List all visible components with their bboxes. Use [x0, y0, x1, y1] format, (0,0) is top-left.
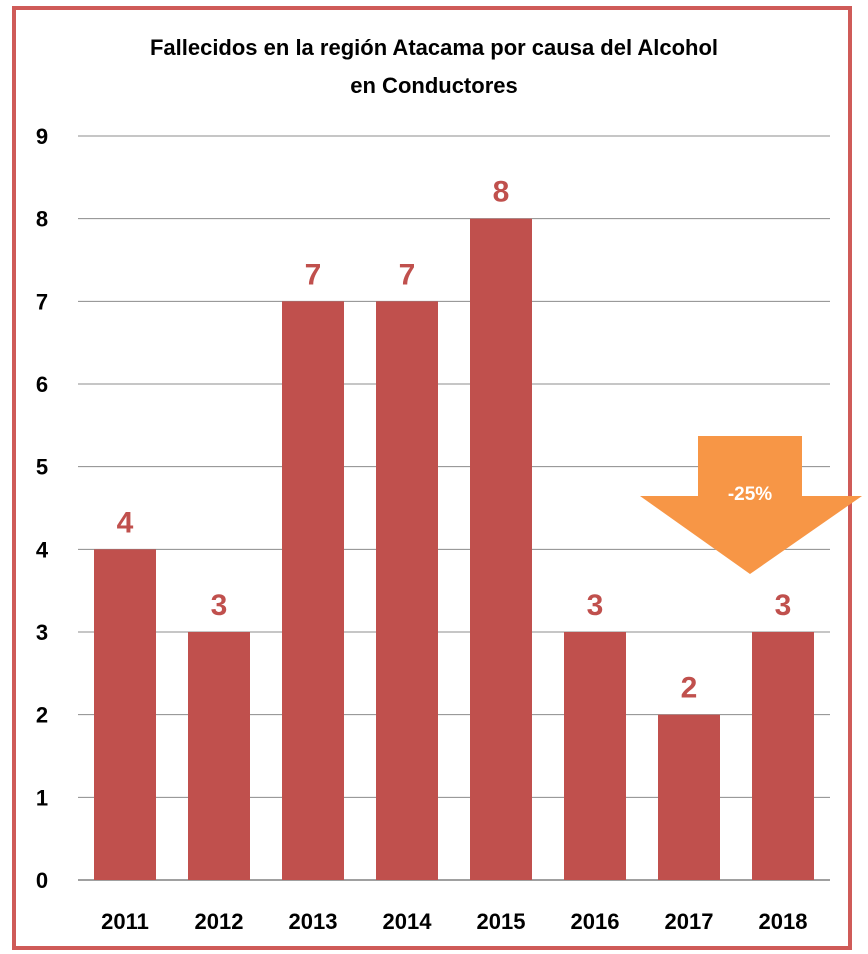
- x-tick-label: 2011: [101, 909, 149, 934]
- bar: [752, 632, 814, 880]
- x-axis-ticks: 2011 2012 2013 2014 2015 2016 2017 2018: [101, 909, 807, 934]
- bar: [282, 301, 344, 880]
- y-tick-label: 5: [36, 455, 48, 480]
- y-tick-label: 9: [36, 124, 48, 149]
- x-tick-label: 2017: [665, 909, 714, 934]
- y-tick-label: 0: [36, 868, 48, 893]
- bar: [94, 549, 156, 880]
- x-tick-label: 2016: [571, 909, 620, 934]
- y-tick-label: 2: [36, 703, 48, 728]
- bars: [94, 218, 814, 880]
- down-arrow-icon: [640, 436, 862, 574]
- x-tick-label: 2012: [195, 909, 244, 934]
- y-axis-ticks: 0 1 2 3 4 5 6 7 8 9: [36, 124, 49, 893]
- bar: [188, 632, 250, 880]
- x-tick-label: 2014: [383, 909, 433, 934]
- decrease-percentage: -25%: [728, 484, 772, 505]
- data-label: 3: [775, 589, 792, 622]
- y-tick-label: 8: [36, 207, 48, 232]
- y-tick-label: 7: [36, 289, 48, 314]
- data-label: 8: [493, 176, 510, 209]
- data-label: 3: [211, 589, 228, 622]
- data-labels: 4 3 7 7 8 3 2 3: [117, 176, 792, 705]
- data-label: 7: [399, 258, 416, 291]
- y-tick-label: 4: [36, 537, 49, 562]
- chart-title-line-2: en Conductores: [350, 73, 517, 98]
- x-tick-label: 2013: [289, 909, 338, 934]
- bar: [376, 301, 438, 880]
- data-label: 3: [587, 589, 604, 622]
- data-label: 4: [117, 506, 134, 539]
- bar: [658, 714, 720, 880]
- bar: [564, 632, 626, 880]
- x-tick-label: 2018: [759, 909, 808, 934]
- y-tick-label: 1: [36, 785, 48, 810]
- bar: [470, 218, 532, 880]
- data-label: 7: [305, 258, 322, 291]
- decrease-annotation: -25%: [640, 436, 862, 574]
- y-tick-label: 6: [36, 372, 48, 397]
- y-tick-label: 3: [36, 620, 48, 645]
- chart-title-line-1: Fallecidos en la región Atacama por caus…: [150, 35, 718, 60]
- x-tick-label: 2015: [477, 909, 526, 934]
- data-label: 2: [681, 672, 698, 705]
